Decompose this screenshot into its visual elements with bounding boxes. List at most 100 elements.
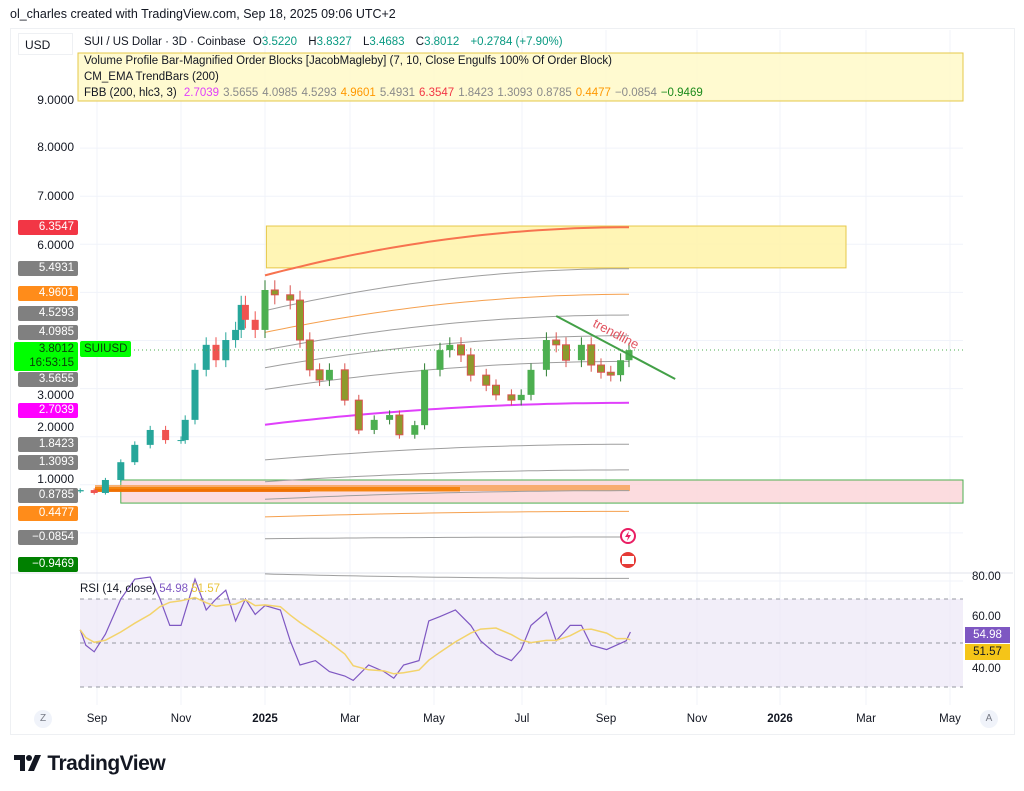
candle-body [251, 319, 259, 330]
candle-body [117, 462, 125, 480]
fbb-value: 4.0985 [262, 87, 298, 99]
indicator-cm-ema[interactable]: CM_EMA TrendBars (200) [84, 71, 219, 83]
time-axis-label: Sep [86, 713, 108, 725]
ohlc-close: C3.8012 [415, 36, 460, 48]
candle-body [466, 354, 475, 376]
candle-body [517, 394, 525, 401]
candle-body [181, 419, 189, 441]
fbb-lower-band [264, 443, 629, 461]
time-axis-label: Nov [686, 713, 708, 725]
candle-body [354, 399, 363, 431]
price-level-badge: 1.8423 [18, 437, 78, 452]
fbb-upper-band [264, 293, 629, 333]
price-level-badge: −0.9469 [18, 557, 78, 572]
fbb-value: 4.5293 [301, 87, 337, 99]
candle-body [101, 479, 109, 493]
candle-body [241, 304, 249, 320]
ohlc-open: O3.5220 [252, 36, 298, 48]
price-level-badge: 0.8785 [18, 488, 78, 503]
fbb-value: 1.3093 [497, 87, 533, 99]
bar-countdown: 16:53:15 [29, 357, 74, 369]
currency-button[interactable]: USD [18, 33, 73, 55]
price-level-badge: 2.7039 [18, 403, 78, 418]
ohlc-high: H3.8327 [308, 36, 352, 48]
symbol-tag: SUIUSD [80, 341, 132, 357]
trendline [555, 315, 676, 380]
candle-body [606, 371, 615, 376]
rsi-ma-line [79, 596, 631, 675]
candle-body [76, 490, 84, 492]
rsi-tick: 60.00 [972, 611, 1001, 623]
candle-body [421, 369, 429, 426]
volume-profile-bar [95, 489, 310, 492]
supply-zone [265, 225, 847, 269]
time-axis-label: May [939, 713, 961, 725]
candle-body [270, 289, 279, 296]
auto-scale-button[interactable]: A [980, 710, 998, 728]
candle-body [492, 384, 500, 396]
candle-body [507, 394, 516, 401]
time-axis-label: Mar [340, 713, 360, 725]
flag-stripes [622, 556, 634, 564]
fbb-value: 2.7039 [183, 87, 220, 99]
indicator-fbb[interactable]: FBB (200, hlc3, 3) 2.7039 3.5655 4.0985 4.5… [84, 86, 711, 100]
candle-body [542, 340, 550, 370]
price-level-badge: 4.9601 [18, 286, 78, 301]
candle-body [482, 374, 491, 386]
fbb-value: 3.5655 [223, 87, 259, 99]
price-tick: 3.0000 [37, 388, 74, 402]
lightning-glyph [625, 531, 631, 541]
candle-body [212, 344, 220, 361]
last-price: 3.8012 [38, 343, 74, 355]
time-axis-label: Jul [514, 713, 530, 725]
candle-body [340, 369, 349, 401]
rsi-value: 54.98 [159, 583, 189, 595]
tradingview-logo-icon [14, 755, 41, 771]
candle-body [202, 344, 210, 370]
rsi-legend[interactable]: RSI (14, close) 54.98 51.57 [80, 582, 220, 596]
fbb-lower-band [264, 573, 629, 579]
time-axis-label: 2025 [252, 713, 278, 725]
price-tick: 7.0000 [37, 189, 74, 203]
indicator-volume-profile[interactable]: Volume Profile Bar-Magnified Order Block… [84, 55, 612, 67]
candle-body [177, 440, 185, 442]
zoom-button[interactable]: Z [34, 710, 52, 728]
price-tick: 8.0000 [37, 140, 74, 154]
price-tick: 1.0000 [37, 472, 74, 486]
candle-body [90, 490, 98, 493]
rsi-value-badge: 54.98 [965, 627, 1010, 643]
candle-body [261, 289, 269, 330]
symbol-legend[interactable]: SUI / US Dollar · 3D · Coinbase O3.5220 … [84, 35, 567, 49]
rsi-ma-value: 51.57 [191, 583, 221, 595]
fbb-upper-band [264, 226, 630, 277]
candle-body [296, 299, 304, 341]
rsi-tick: 80.00 [972, 571, 1001, 583]
price-tick: 6.0000 [37, 238, 74, 252]
fbb-value: 5.4931 [379, 87, 416, 99]
candle-body [411, 425, 419, 435]
tradingview-logo: TradingView [14, 752, 166, 776]
author-line: ol_charles created with TradingView.com,… [10, 7, 396, 21]
fbb-lower-band [264, 510, 629, 518]
candle-body [162, 429, 170, 441]
price-level-badge: 4.5293 [18, 306, 78, 321]
candle-body [552, 339, 561, 346]
candle-body [315, 369, 324, 381]
candle-body [395, 414, 404, 436]
fbb-upper-band [264, 335, 629, 369]
candle-body [386, 415, 394, 420]
price-tick: 9.0000 [37, 93, 74, 107]
ohlc-low: L3.4683 [362, 36, 405, 48]
candle-body [457, 344, 465, 356]
price-level-badge: 5.4931 [18, 261, 78, 276]
fbb-value: 6.3547 [419, 87, 455, 99]
candle-body [232, 329, 240, 341]
fbb-lower-band [264, 469, 629, 483]
price-level-badge: 3.5655 [18, 372, 78, 387]
candle-body [577, 344, 585, 361]
symbol-name: SUI / US Dollar · 3D · Coinbase [84, 36, 246, 48]
rsi-tick: 40.00 [972, 663, 1001, 675]
price-level-badge: 6.3547 [18, 220, 78, 235]
fbb-lower-band [264, 490, 629, 500]
